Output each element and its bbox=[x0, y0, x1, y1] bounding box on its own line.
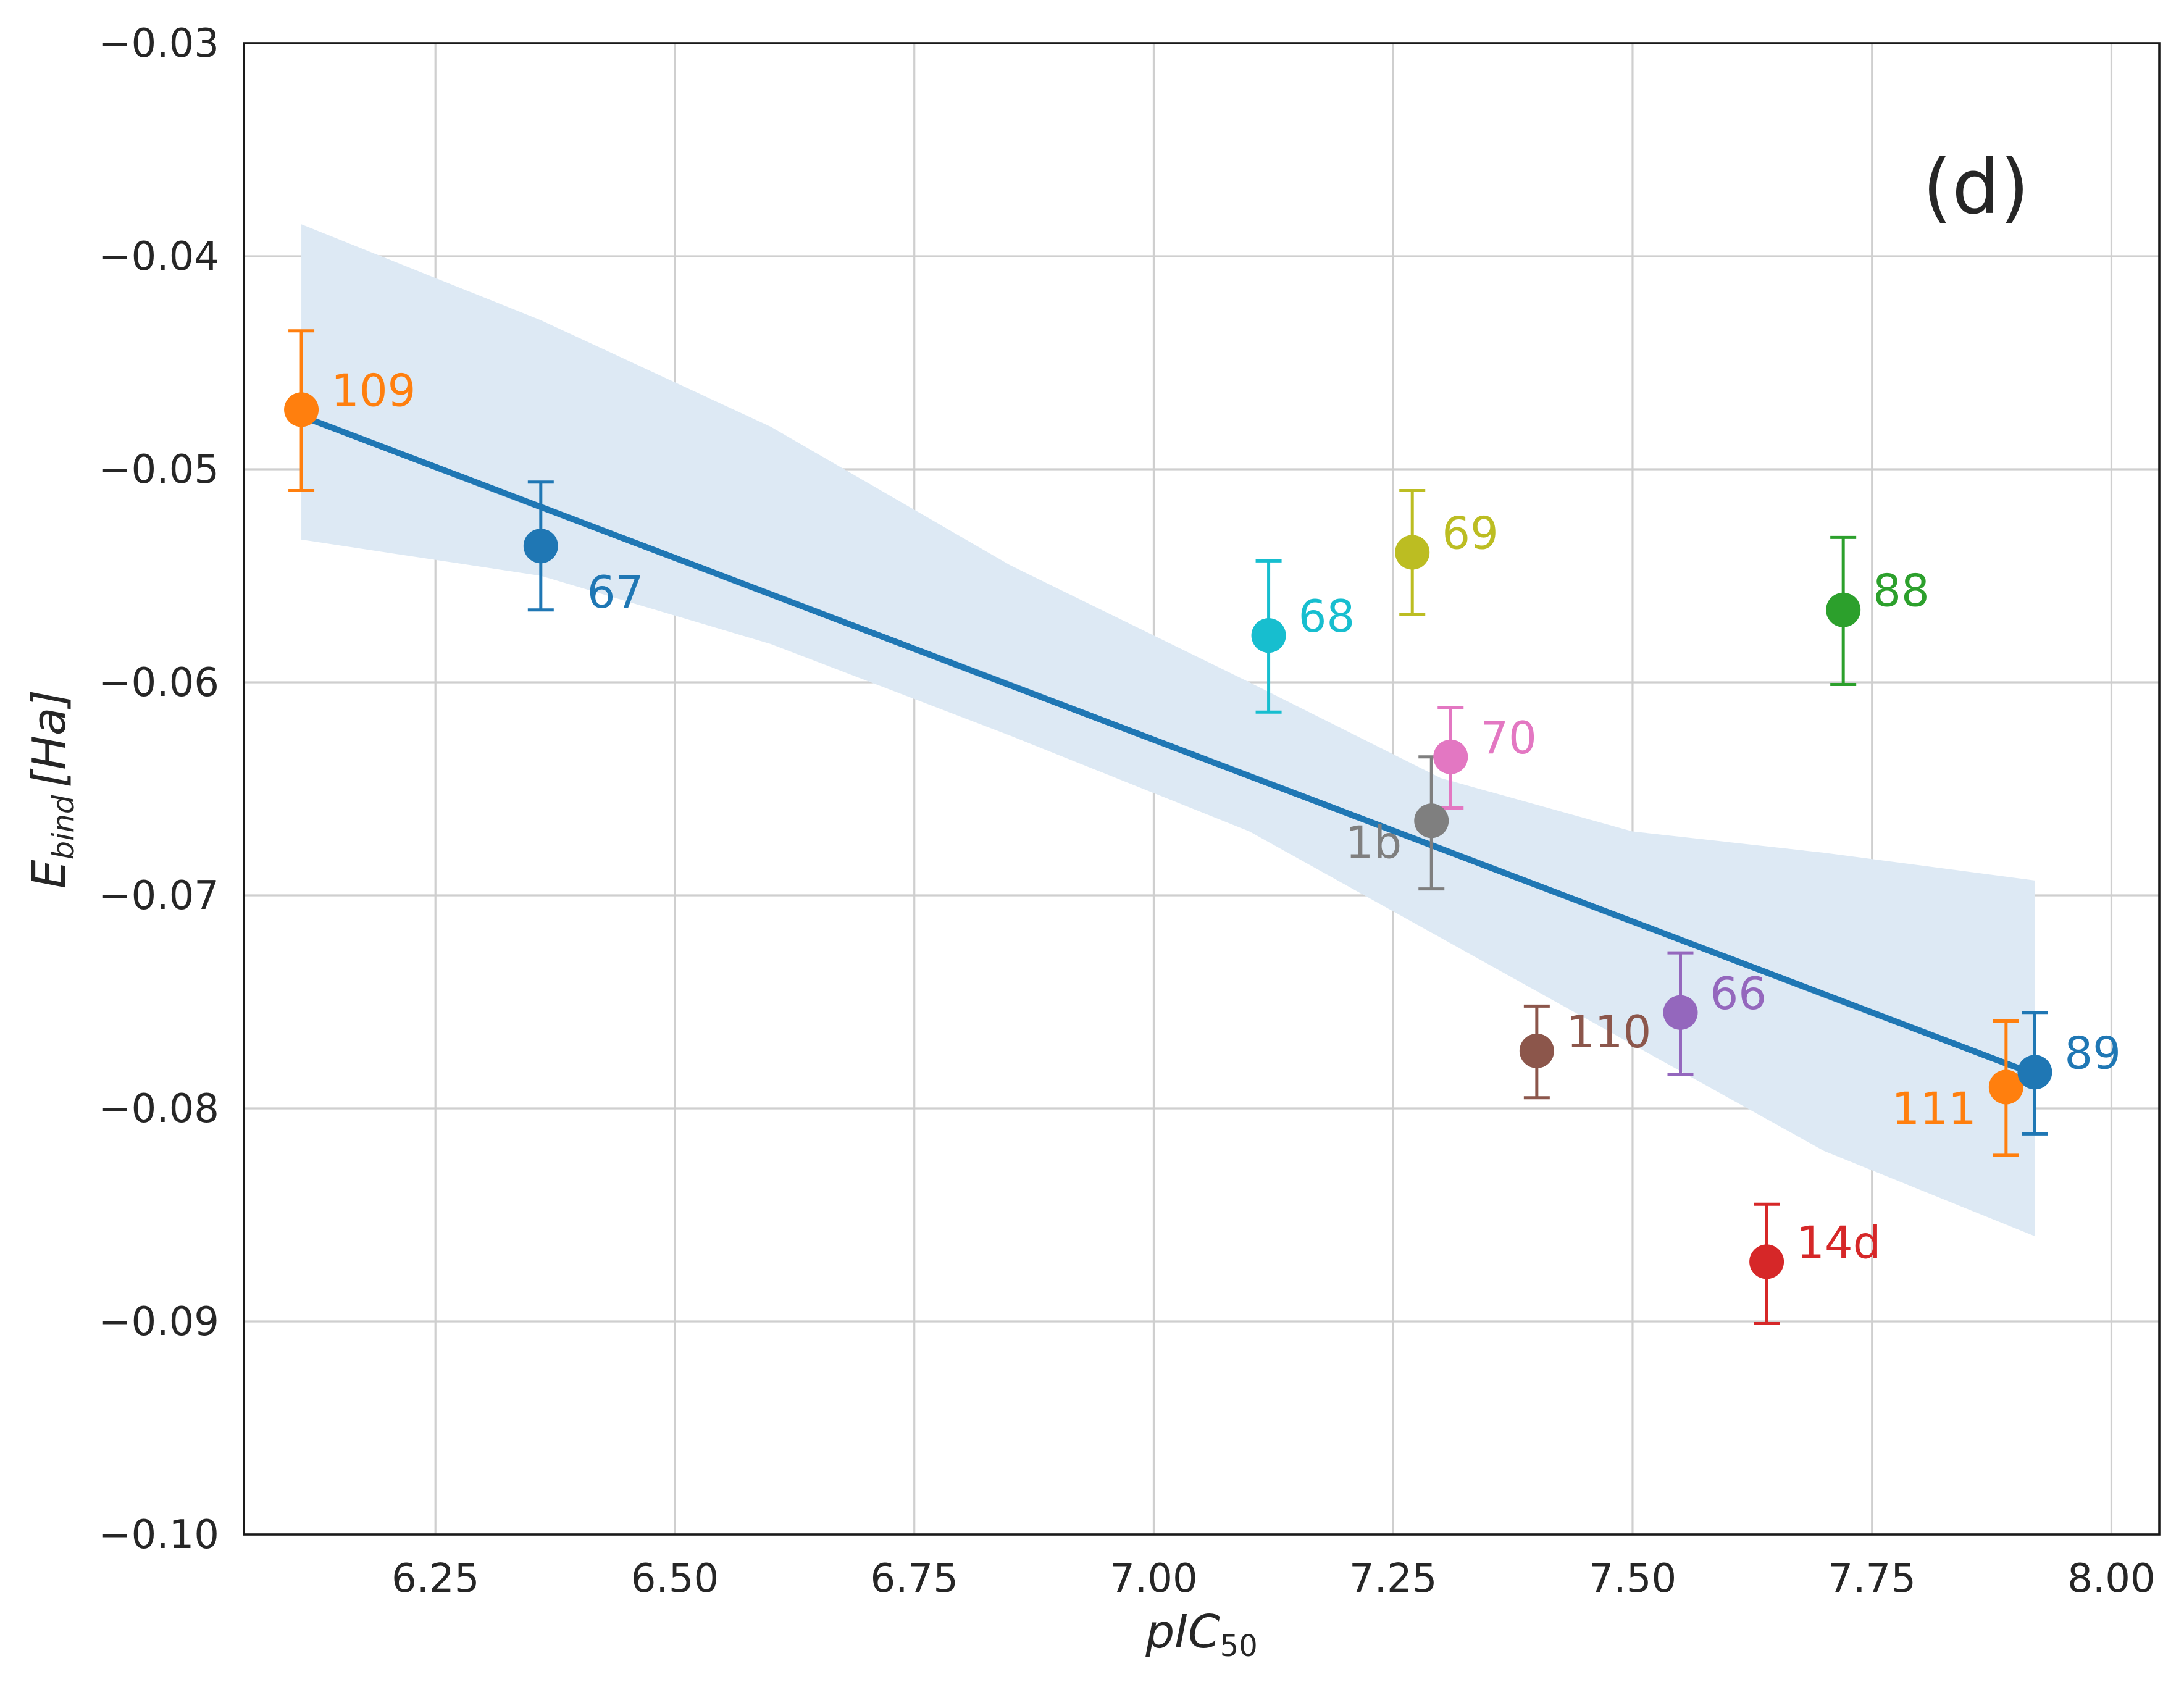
x-tick-label: 6.25 bbox=[391, 1556, 480, 1602]
confidence-band-group bbox=[301, 224, 2035, 1236]
point-88 bbox=[1826, 592, 1861, 627]
point-label-14d: 14d bbox=[1796, 1216, 1881, 1268]
point-label-69: 69 bbox=[1442, 508, 1499, 559]
y-tick-label: −0.05 bbox=[98, 447, 219, 493]
point-label-66: 66 bbox=[1710, 968, 1767, 1019]
point-68 bbox=[1251, 618, 1286, 653]
x-tick-label: 6.50 bbox=[631, 1556, 719, 1602]
point-label-70: 70 bbox=[1480, 712, 1537, 764]
point-89 bbox=[2017, 1055, 2052, 1090]
x-tick-label: 7.75 bbox=[1828, 1556, 1916, 1602]
y-axis-label-main: E bbox=[23, 860, 76, 889]
point-14d bbox=[1749, 1244, 1784, 1279]
y-tick-label: −0.04 bbox=[98, 234, 219, 280]
x-tick-label: 7.25 bbox=[1349, 1556, 1437, 1602]
point-66 bbox=[1663, 995, 1698, 1030]
point-67 bbox=[523, 529, 558, 564]
point-109 bbox=[284, 392, 319, 427]
x-axis-ticks: 6.25 6.50 6.75 7.00 7.25 7.50 7.75 8.00 bbox=[391, 1556, 2156, 1602]
point-111 bbox=[1988, 1069, 2023, 1105]
point-label-109: 109 bbox=[331, 364, 416, 416]
x-tick-label: 8.00 bbox=[2067, 1556, 2156, 1602]
confidence-band bbox=[301, 224, 2035, 1236]
y-tick-label: −0.09 bbox=[98, 1299, 219, 1345]
y-axis-ticks: −0.03 −0.04 −0.05 −0.06 −0.07 −0.08 −0.09 −0.10 bbox=[98, 21, 219, 1558]
point-label-68: 68 bbox=[1299, 590, 1355, 642]
x-tick-label: 7.00 bbox=[1110, 1556, 1198, 1602]
point-label-1b: 1b bbox=[1345, 816, 1402, 868]
y-tick-label: −0.06 bbox=[98, 660, 219, 706]
point-label-110: 110 bbox=[1567, 1006, 1651, 1058]
point-labels: 109 67 68 69 70 1b 88 110 66 14d 111 89 bbox=[331, 364, 2121, 1268]
panel-label: (d) bbox=[1923, 143, 2030, 231]
point-label-111: 111 bbox=[1891, 1083, 1976, 1135]
y-tick-label: −0.10 bbox=[98, 1512, 219, 1558]
point-1b bbox=[1414, 803, 1449, 839]
y-axis-label: Ebind [Ha] bbox=[23, 690, 81, 889]
y-tick-label: −0.08 bbox=[98, 1086, 219, 1132]
point-label-89: 89 bbox=[2064, 1027, 2121, 1079]
y-tick-label: −0.03 bbox=[98, 21, 219, 67]
point-110 bbox=[1519, 1033, 1554, 1068]
x-tick-label: 7.50 bbox=[1589, 1556, 1677, 1602]
regression-line bbox=[300, 413, 2036, 1078]
plot-frame bbox=[243, 42, 2161, 1536]
y-axis-label-subscript: bind bbox=[46, 795, 81, 860]
data-points bbox=[284, 392, 2052, 1279]
point-label-67: 67 bbox=[587, 566, 644, 618]
x-axis-label: pIC50 bbox=[1145, 1605, 1258, 1664]
point-70 bbox=[1433, 739, 1468, 774]
point-69 bbox=[1395, 535, 1430, 570]
point-label-88: 88 bbox=[1873, 565, 1930, 617]
y-axis-label-unit: [Ha] bbox=[23, 690, 76, 788]
x-axis-label-subscript: 50 bbox=[1220, 1629, 1258, 1664]
x-tick-label: 6.75 bbox=[870, 1556, 958, 1602]
regression-group bbox=[300, 413, 2036, 1078]
y-tick-label: −0.07 bbox=[98, 873, 219, 919]
x-axis-label-main: pIC bbox=[1145, 1605, 1220, 1659]
